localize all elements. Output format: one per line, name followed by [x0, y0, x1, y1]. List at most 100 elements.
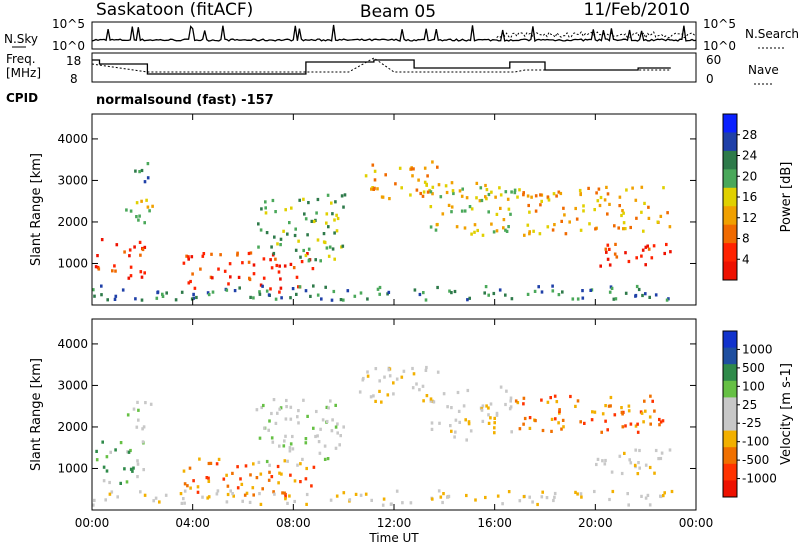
velocity-cell — [149, 402, 153, 406]
power-colorbar-swatch — [723, 224, 737, 244]
velocity-cell — [277, 481, 280, 485]
velocity-cell — [400, 375, 404, 379]
power-cell — [257, 245, 260, 249]
sky-tick-right-bottom: 10^0 — [703, 39, 736, 53]
power-cell — [192, 296, 195, 300]
velocity-data-cells — [92, 365, 674, 507]
velocity-cell — [425, 394, 429, 398]
power-cell — [422, 291, 425, 295]
velocity-cell — [366, 374, 370, 378]
power-cell — [282, 229, 285, 233]
power-cell — [331, 212, 334, 216]
velocity-cell — [359, 493, 363, 497]
velocity-cell — [305, 502, 308, 506]
nsearch-trace — [496, 31, 697, 40]
velocity-colorbar-frame — [722, 330, 738, 498]
velocity-cell — [402, 369, 406, 373]
velocity-cell — [325, 419, 329, 424]
velocity-cell — [505, 389, 508, 393]
power-cell — [325, 221, 328, 225]
power-colorbar-swatch — [723, 169, 737, 189]
power-cell — [528, 232, 531, 236]
velocity-cell — [129, 467, 133, 471]
power-cell — [143, 245, 147, 249]
velocity-cell — [454, 430, 457, 434]
power-cell — [453, 289, 457, 294]
power-cell — [608, 247, 611, 251]
power-cell — [387, 290, 391, 294]
velocity-cell — [450, 429, 453, 433]
velocity-cell — [262, 403, 265, 408]
velocity-cell — [453, 435, 456, 439]
nave-tick-bottom: 0 — [706, 72, 714, 86]
power-cell — [599, 264, 602, 268]
velocity-cell — [297, 409, 300, 413]
power-colorbar-tick-label: 12 — [742, 211, 757, 225]
velocity-cell — [144, 401, 147, 405]
velocity-colorbar-swatch — [723, 331, 737, 349]
power-cell — [304, 253, 308, 258]
power-cell — [617, 226, 620, 230]
velocity-cell — [336, 431, 339, 435]
power-cell — [319, 259, 322, 263]
velocity-cell — [504, 402, 507, 407]
power-cell — [439, 195, 443, 199]
power-cell — [376, 287, 380, 291]
velocity-cell — [273, 492, 276, 496]
velocity-cell — [258, 436, 262, 440]
velocity-colorbar-tick-label: -100 — [742, 435, 769, 449]
velocity-cell — [154, 496, 158, 500]
power-cell — [485, 197, 488, 201]
velocity-cell — [252, 462, 255, 466]
power-cell — [307, 247, 311, 251]
power-cell — [189, 279, 192, 284]
power-cell — [139, 270, 143, 274]
power-cell — [540, 199, 543, 203]
velocity-cell — [613, 413, 617, 417]
velocity-cell — [206, 496, 209, 500]
power-cell — [495, 212, 499, 216]
power-cell — [499, 206, 502, 210]
velocity-cell — [392, 392, 395, 396]
velocity-cell — [207, 476, 210, 480]
velocity-cell — [540, 495, 544, 499]
velocity-cell — [383, 375, 386, 379]
velocity-cell — [609, 404, 612, 408]
velocity-cell — [291, 447, 295, 451]
power-cell — [605, 185, 608, 189]
velocity-cell — [579, 420, 582, 424]
power-cell — [307, 201, 310, 205]
power-cell — [324, 285, 327, 289]
power-cell — [504, 293, 507, 297]
power-cell — [445, 190, 449, 195]
power-cell — [140, 298, 144, 302]
velocity-cell — [248, 500, 252, 504]
power-cell — [490, 190, 493, 194]
power-cell — [460, 194, 464, 198]
power-cell — [299, 255, 302, 259]
velocity-cell — [180, 501, 184, 505]
xtick-label: 00:00 — [75, 516, 110, 530]
power-cell — [307, 259, 311, 263]
velocity-cell — [657, 457, 660, 461]
power-cell — [610, 286, 614, 290]
power-cell — [339, 298, 343, 302]
power-colorbar-swatch — [723, 132, 737, 152]
nsky-label: N.Sky — [4, 32, 38, 46]
velocity-cell — [438, 421, 441, 425]
power-cell — [470, 207, 474, 211]
velocity-colorbar-swatch — [723, 447, 737, 465]
velocity-cell — [462, 404, 466, 408]
power-cell — [228, 262, 232, 266]
velocity-cell — [493, 416, 496, 420]
power-ytick-label: 2000 — [57, 215, 88, 229]
power-cell — [431, 185, 435, 189]
velocity-cell — [558, 409, 561, 413]
power-cell — [111, 269, 114, 273]
velocity-colorbar-swatch — [723, 463, 737, 481]
power-cell — [504, 190, 508, 194]
velocity-cell — [522, 495, 526, 499]
power-cell — [129, 265, 133, 269]
power-cell — [530, 195, 533, 199]
velocity-ytick-label: 2000 — [57, 420, 88, 434]
